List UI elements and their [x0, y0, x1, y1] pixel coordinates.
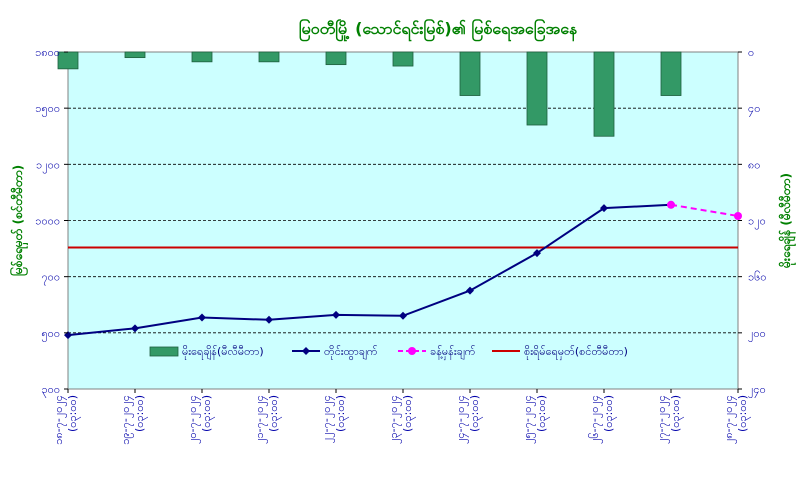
- x-tick-label: ၂၅-၇-၂၀၂၄: [521, 395, 536, 444]
- rainfall-bar: [191, 51, 213, 63]
- rainfall-bar: [593, 51, 615, 137]
- right-tick-label: ၈၀: [748, 158, 760, 171]
- right-axis-label: မိုးရေချိန် (မီလီမီတာ): [777, 173, 797, 269]
- legend: မိုးရေချိန်(မီလီမီတာ) တိုင်းထွာချက် ခန့်မှ…: [149, 345, 628, 360]
- x-tick-label: (၀၃:၀၀): [200, 395, 215, 432]
- measured-point: [131, 324, 139, 333]
- measured-point: [533, 249, 541, 258]
- x-tick-label: ၂၂-၇-၂၀၂၄: [320, 395, 335, 443]
- x-tick-label: ၂၃-၇-၂၀၂၄: [387, 395, 402, 444]
- rainfall-bar: [392, 51, 414, 67]
- measured-level-line: [67, 203, 672, 337]
- measured-point: [198, 313, 206, 322]
- left-tick-label: ၁၅၀၀: [35, 102, 60, 117]
- x-tick-label: (၀၃:၀၀): [267, 395, 282, 432]
- gridlines: [68, 107, 738, 334]
- x-tick-label: (၀၃:၀၀): [736, 395, 751, 432]
- rainfall-bar: [459, 51, 481, 96]
- legend-swatch-rainfall: [149, 346, 179, 357]
- x-tick-label: ၂၇-၇-၂၀၂၄: [655, 395, 670, 444]
- right-tick-label: ၀: [748, 46, 754, 59]
- left-tick-label: ၁၂၀၀: [36, 158, 60, 173]
- x-tick-label: (၀၃:၀၀): [133, 395, 148, 432]
- forecast-point: [667, 200, 675, 209]
- left-tick-label: ၅၀၀: [41, 327, 60, 342]
- left-tick-label: ၃၀၀: [41, 383, 60, 398]
- right-tick-label: ၂၄၀: [748, 383, 766, 398]
- legend-marker-measured: [302, 347, 310, 355]
- measured-point: [399, 311, 407, 320]
- legend-label: စိုးရိမ်ရေမှတ်(စင်တီမီတာ): [524, 345, 628, 360]
- x-tick-label: ၂၈-၇-၂၀၂၄: [722, 395, 737, 444]
- x-tick-label: (၀၃:၀၀): [66, 395, 81, 432]
- x-tick-label: (၀၃:၀၀): [602, 395, 617, 432]
- rainfall-bar: [124, 51, 146, 59]
- forecast-level-line: [670, 203, 739, 217]
- x-tick-label: ၂၀-၇-၂၀၂၄: [186, 395, 201, 444]
- x-tick-label: ၂၁-၇-၂၀၂၄: [253, 395, 268, 444]
- x-tick-label: (၀၃:၀၀): [334, 395, 349, 432]
- legend-label: တိုင်းထွာချက်: [324, 345, 378, 360]
- measured-point: [466, 286, 474, 295]
- rainfall-bar: [526, 51, 548, 126]
- x-tick-label: ၁၈-၇-၂၀၂၄: [52, 395, 67, 445]
- legend-marker-forecast: [408, 347, 416, 355]
- x-tick-label: ၂၆-၇-၂၀၂၄: [588, 395, 603, 444]
- measured-point: [332, 310, 340, 319]
- rainfall-bar: [660, 51, 682, 96]
- measured-point: [265, 315, 273, 324]
- measured-point: [600, 204, 608, 213]
- legend-label: ခန့်မှန်းချက်: [430, 345, 476, 360]
- rainfall-bars: [57, 51, 682, 137]
- level-lines: [64, 200, 742, 340]
- right-tick-label: ၄၀: [748, 102, 760, 117]
- right-tick-label: ၁၂၀: [748, 215, 766, 230]
- x-tick-label: (၀၃:၀၀): [669, 395, 684, 432]
- forecast-point: [734, 212, 742, 221]
- left-tick-label: ၁၈၀၀: [35, 46, 60, 59]
- left-tick-label: ၁၀၀၀: [35, 215, 60, 228]
- x-tick-label: ၂၄-၇-၂၀၂၄: [454, 395, 469, 444]
- left-tick-label: ၇၀၀: [41, 271, 60, 286]
- rainfall-bar: [57, 51, 79, 70]
- left-axis-label: မြစ်ရေမှတ် (စင်တီမီတာ): [8, 165, 29, 276]
- axes: ၃၀၀ ၅၀၀ ၇၀၀ ၁၀၀၀ ၁၂၀၀ ၁၅၀၀ ၁၈၀၀ ၀၄၀၈၀၁၂၀၁၆၀၂၀၀၂…: [35, 46, 766, 445]
- x-tick-label: (၀၃:၀၀): [401, 395, 416, 432]
- rainfall-bar: [258, 51, 280, 63]
- right-tick-label: ၂၀၀: [748, 327, 766, 342]
- x-tick-label: ၁၉-၇-၂၀၂၄: [119, 395, 134, 445]
- legend-label: မိုးရေချိန်(မီလီမီတာ): [182, 345, 264, 360]
- rainfall-bar: [325, 51, 347, 66]
- right-tick-label: ၁၆၀: [748, 271, 767, 284]
- x-tick-label: (၀၃:၀၀): [535, 395, 550, 432]
- x-tick-label: (၀၃:၀၀): [468, 395, 483, 432]
